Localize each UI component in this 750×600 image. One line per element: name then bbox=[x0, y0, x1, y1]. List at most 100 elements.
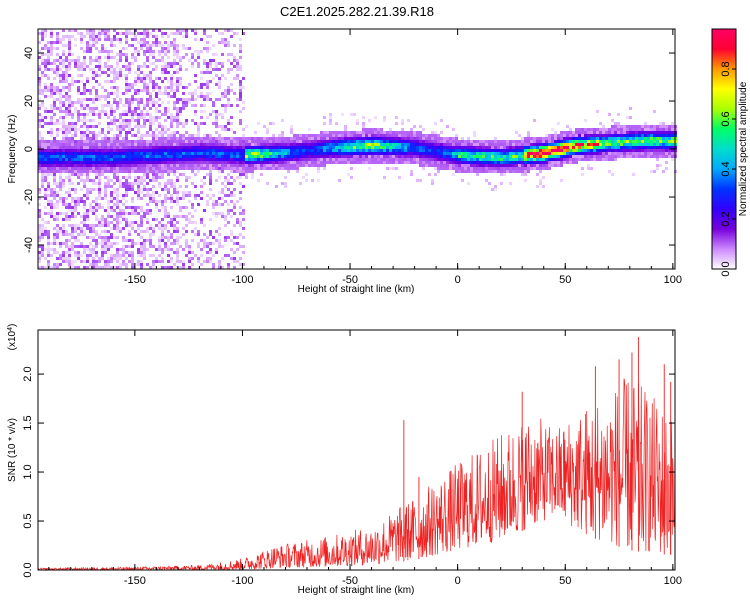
spectrogram-cell bbox=[173, 173, 176, 176]
spectrogram-cell bbox=[200, 143, 203, 146]
spectrogram-cell bbox=[164, 86, 167, 89]
spectrogram-cell bbox=[158, 227, 161, 230]
spectrogram-cell bbox=[176, 71, 179, 74]
spectrogram-cell bbox=[146, 110, 149, 113]
spectrogram-cell bbox=[98, 167, 101, 170]
spectrogram-cell bbox=[53, 77, 56, 80]
spectrogram-cell bbox=[167, 170, 170, 173]
spectrogram-cell bbox=[44, 110, 47, 113]
spectrogram-cell bbox=[209, 257, 212, 260]
spectrogram-cell bbox=[479, 149, 482, 152]
spectrogram-cell bbox=[221, 92, 224, 95]
spectrogram-cell bbox=[296, 155, 299, 158]
spectrogram-cell bbox=[401, 146, 404, 149]
spectrogram-cell bbox=[131, 212, 134, 215]
spectrogram-cell bbox=[410, 158, 413, 161]
spectrogram-cell bbox=[152, 161, 155, 164]
spectrogram-cell bbox=[239, 89, 242, 92]
spectrogram-cell bbox=[620, 134, 623, 137]
spectrogram-cell bbox=[143, 149, 146, 152]
spectrogram-cell bbox=[119, 254, 122, 257]
spectrogram-cell bbox=[188, 152, 191, 155]
spectrogram-cell bbox=[434, 155, 437, 158]
spectrogram-cell bbox=[80, 80, 83, 83]
spectrogram-cell bbox=[230, 152, 233, 155]
spectrogram-cell bbox=[80, 152, 83, 155]
spectrogram-cell bbox=[146, 83, 149, 86]
spectrogram-cell bbox=[104, 170, 107, 173]
spectrogram-cell bbox=[59, 143, 62, 146]
spectrogram-cell bbox=[320, 146, 323, 149]
spectrogram-cell bbox=[530, 158, 533, 161]
spectrogram-cell bbox=[50, 119, 53, 122]
spectrogram-cell bbox=[506, 152, 509, 155]
spectrogram-cell bbox=[407, 146, 410, 149]
spectrogram-cell bbox=[92, 239, 95, 242]
spectrogram-cell bbox=[575, 134, 578, 137]
spectrogram-cell bbox=[233, 32, 236, 35]
spectrogram-cell bbox=[221, 41, 224, 44]
spectrogram-cell bbox=[185, 98, 188, 101]
spectrogram-cell bbox=[356, 131, 359, 134]
spectrogram-cell bbox=[203, 239, 206, 242]
spectrogram-cell bbox=[86, 140, 89, 143]
spectrogram-cell bbox=[227, 236, 230, 239]
spectrogram-cell bbox=[329, 155, 332, 158]
spectrogram-cell bbox=[344, 125, 347, 128]
spectrogram-cell bbox=[551, 158, 554, 161]
spectrogram-cell bbox=[77, 245, 80, 248]
spectrogram-cell bbox=[170, 236, 173, 239]
spectrogram-cell bbox=[518, 134, 521, 137]
spectrogram-cell bbox=[176, 47, 179, 50]
spectrogram-cell bbox=[74, 224, 77, 227]
spectrogram-cell bbox=[296, 143, 299, 146]
spectrogram-cell bbox=[164, 182, 167, 185]
spectrogram-cell bbox=[56, 170, 59, 173]
spectrogram-cell bbox=[140, 215, 143, 218]
spectrogram-cell bbox=[134, 152, 137, 155]
spectrogram-cell bbox=[515, 164, 518, 167]
spectrogram-cell bbox=[92, 257, 95, 260]
spectrogram-cell bbox=[77, 254, 80, 257]
spectrogram-cell bbox=[155, 203, 158, 206]
spectrogram-cell bbox=[347, 146, 350, 149]
spectrogram-cell bbox=[374, 131, 377, 134]
spectrogram-cell bbox=[212, 101, 215, 104]
spectrogram-cell bbox=[203, 59, 206, 62]
spectrogram-cell bbox=[446, 125, 449, 128]
spectrogram-cell bbox=[221, 38, 224, 41]
spectrogram-cell bbox=[197, 152, 200, 155]
spectrogram-cell bbox=[587, 128, 590, 131]
spectrogram-cell bbox=[413, 149, 416, 152]
spectrogram-cell bbox=[50, 35, 53, 38]
spectrogram-cell bbox=[242, 149, 245, 152]
spectrogram-cell bbox=[647, 128, 650, 131]
spectrogram-cell bbox=[596, 146, 599, 149]
spectrogram-cell bbox=[185, 179, 188, 182]
spectrogram-cell bbox=[212, 236, 215, 239]
spectrogram-cell bbox=[230, 248, 233, 251]
spectrogram-cell bbox=[299, 164, 302, 167]
spectrogram-cell bbox=[641, 134, 644, 137]
spectrogram-cell bbox=[86, 47, 89, 50]
spectrogram-cell bbox=[122, 143, 125, 146]
spectrogram-cell bbox=[398, 158, 401, 161]
spectrogram-cell bbox=[161, 113, 164, 116]
spectrogram-cell bbox=[539, 158, 542, 161]
spectrogram-cell bbox=[245, 158, 248, 161]
spectrogram-cell bbox=[86, 107, 89, 110]
spectrogram-cell bbox=[224, 167, 227, 170]
spectrogram-cell bbox=[221, 212, 224, 215]
spectrogram-cell bbox=[215, 203, 218, 206]
spectrogram-cell bbox=[98, 155, 101, 158]
spectrogram-cell bbox=[368, 161, 371, 164]
spectrogram-cell bbox=[110, 110, 113, 113]
spectrogram-cell bbox=[140, 209, 143, 212]
spectrogram-cell bbox=[170, 152, 173, 155]
spectrogram-cell bbox=[83, 185, 86, 188]
spectrogram-cell bbox=[380, 158, 383, 161]
spectrogram-cell bbox=[524, 155, 527, 158]
spectrogram-cell bbox=[224, 164, 227, 167]
spectrogram-cell bbox=[74, 152, 77, 155]
